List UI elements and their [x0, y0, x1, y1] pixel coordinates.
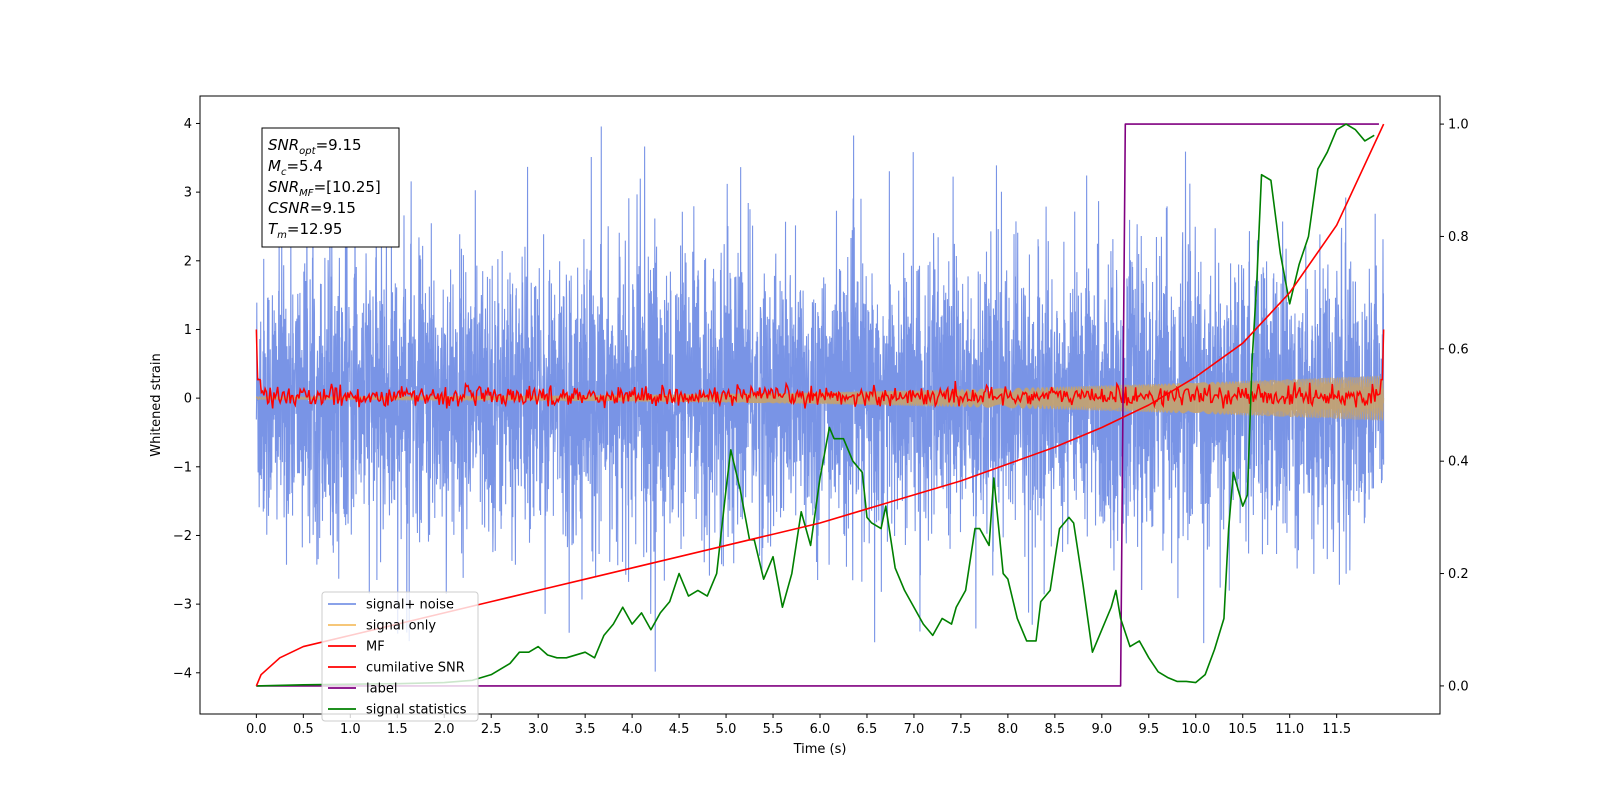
x-tick-label: 6.0 — [810, 722, 831, 737]
y-tick-label: −2 — [173, 529, 192, 544]
y-tick-label: 4 — [184, 117, 192, 132]
legend-entry-label: cumilative SNR — [366, 661, 465, 676]
x-tick-label: 0.0 — [246, 722, 267, 737]
x-tick-label: 4.5 — [669, 722, 690, 737]
info-box-line: Mc=5.4 — [268, 157, 323, 178]
y2-tick-label: 0.8 — [1448, 230, 1469, 245]
x-tick-label: 5.5 — [763, 722, 784, 737]
x-tick-label: 1.0 — [340, 722, 361, 737]
info-box-line: Tm=12.95 — [268, 220, 342, 241]
y-tick-label: 3 — [184, 186, 192, 201]
x-tick-label: 5.0 — [716, 722, 737, 737]
y2-tick-label: 0.4 — [1448, 455, 1469, 470]
x-tick-label: 3.0 — [528, 722, 549, 737]
y2-tick-label: 0.2 — [1448, 567, 1469, 582]
info-box-line: SNRopt=9.15 — [268, 136, 362, 157]
x-tick-label: 7.5 — [951, 722, 972, 737]
x-tick-label: 0.5 — [293, 722, 314, 737]
x-tick-label: 2.0 — [434, 722, 455, 737]
x-tick-label: 7.0 — [904, 722, 925, 737]
x-tick-label: 9.0 — [1091, 722, 1112, 737]
x-tick-label: 8.0 — [998, 722, 1019, 737]
y-tick-label: −1 — [173, 460, 192, 475]
legend: signal+ noise signal only MF cumilative SNR… — [321, 591, 479, 722]
legend-entry-label: signal only — [366, 619, 436, 634]
x-tick-label: 2.5 — [481, 722, 502, 737]
y-tick-label: 2 — [184, 254, 192, 269]
y-tick-label: 0 — [184, 392, 192, 407]
x-axis-label: Time (s) — [793, 742, 847, 757]
info-box-line: CSNR=9.15 — [268, 199, 356, 217]
legend-entry-label: MF — [366, 640, 385, 655]
y2-tick-label: 1.0 — [1448, 118, 1469, 133]
y-tick-label: −3 — [173, 598, 192, 613]
info-box-frame — [261, 127, 400, 248]
axes: 0.0 0.5 1.0 1.5 2.0 2.5 3.0 3.5 4.0 4.5 5.0 5.5 6.0 6… — [173, 117, 1469, 737]
series-line-mf — [255, 329, 1385, 409]
x-tick-label: 3.5 — [575, 722, 596, 737]
legend-frame — [321, 591, 479, 722]
x-tick-label: 1.5 — [387, 722, 408, 737]
x-tick-label: 9.5 — [1138, 722, 1159, 737]
legend-entry-label: signal+ noise — [366, 598, 454, 613]
x-tick-label: 10.5 — [1228, 722, 1257, 737]
x-tick-label: 8.5 — [1045, 722, 1066, 737]
series-line-signal-statistics — [256, 123, 1375, 687]
x-tick-label: 4.0 — [622, 722, 643, 737]
x-tick-label: 11.5 — [1322, 722, 1351, 737]
legend-entry-label: label — [366, 682, 397, 697]
y2-tick-label: 0.6 — [1448, 342, 1469, 357]
info-box-line: SNRMF=[10.25] — [268, 178, 381, 199]
x-tick-label: 10.0 — [1181, 722, 1210, 737]
y-tick-label: −4 — [173, 666, 192, 681]
y-axis-label: Whitened strain — [149, 353, 164, 456]
mf-layer — [255, 329, 1385, 409]
x-tick-label: 6.5 — [857, 722, 878, 737]
legend-entry-label: signal statistics — [366, 703, 467, 718]
x-tick-label: 11.0 — [1275, 722, 1304, 737]
y2-tick-label: 0.0 — [1448, 679, 1469, 694]
series-line-label — [256, 123, 1379, 687]
y-tick-label: 1 — [184, 323, 192, 338]
